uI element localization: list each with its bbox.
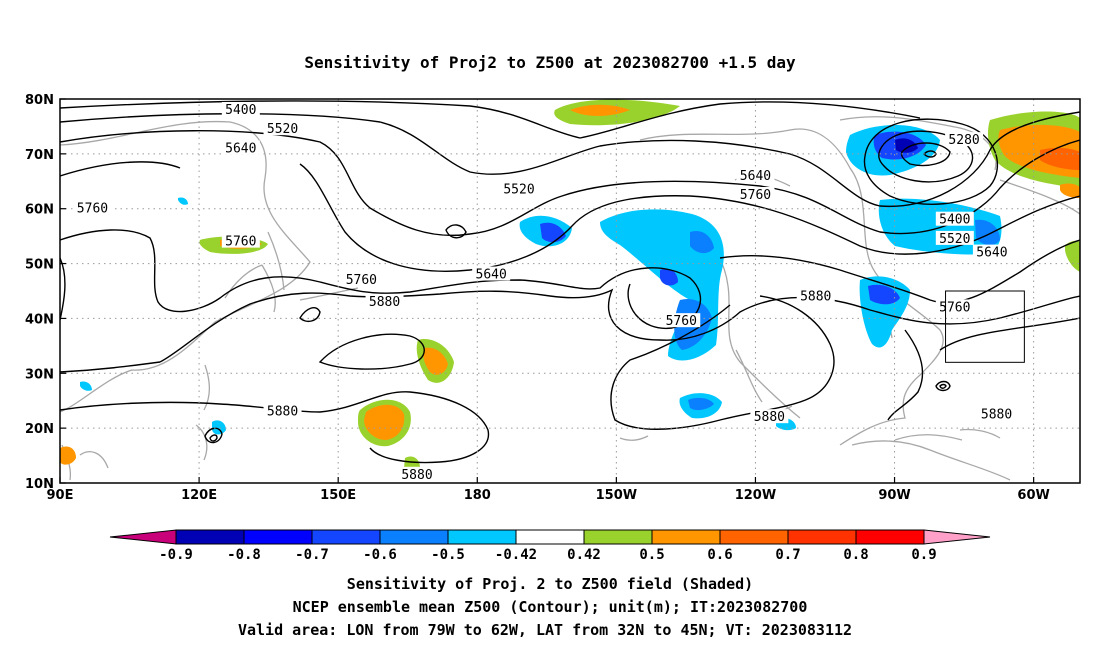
lon-tick-label: 90W	[878, 488, 910, 503]
contour-label-bg	[736, 187, 775, 201]
colorbar-segment	[583, 529, 653, 545]
colorbar-low-extend	[109, 529, 177, 545]
colorbar-segment	[447, 529, 517, 545]
contour-label-bg	[945, 132, 984, 147]
colorbar-label: -0.9	[159, 547, 193, 563]
contour-label: 5880	[981, 407, 1012, 422]
colorbar-segment	[379, 529, 449, 545]
colorbar-segment	[243, 529, 313, 545]
contour-label-bg	[398, 466, 436, 481]
contour-label: 5760	[740, 188, 771, 203]
footer-line-2: NCEP ensemble mean Z500 (Contour); unit(…	[293, 598, 808, 616]
lat-tick-label: 10N	[25, 477, 54, 492]
colorbar-label: -0.6	[363, 547, 397, 563]
lon-tick-label: 120E	[181, 488, 217, 503]
lon-tick-label: 150W	[596, 488, 637, 503]
colorbar-label: 0.8	[843, 547, 868, 563]
contour-label: 5640	[976, 246, 1007, 261]
contour-label-bg	[221, 101, 260, 116]
contour-label-bg	[342, 272, 381, 287]
contour-label-bg	[73, 200, 112, 215]
lon-tick-label: 60W	[1017, 488, 1049, 503]
contour-label-bg	[977, 406, 1016, 421]
contour-label-bg	[935, 211, 974, 226]
footer-line-3: Valid area: LON from 79W to 62W, LAT fro…	[238, 621, 852, 639]
colorbar-label: 0.7	[775, 547, 800, 563]
contour-label: 5520	[939, 232, 970, 247]
contour-label-bg	[263, 403, 302, 418]
colorbar-label: 0.42	[567, 547, 601, 563]
contour-label-bg	[796, 288, 835, 303]
contour-label-bg	[750, 409, 789, 424]
colorbar-label: 0.5	[639, 547, 664, 563]
colorbar: -0.9 -0.8 -0.7 -0.6 -0.5 -0.42 0.42 0.5 0.6 0.7 0.…	[109, 529, 991, 563]
colorbar-label: -0.8	[227, 547, 261, 563]
contour-label-bg	[263, 121, 302, 136]
lat-tick-label: 20N	[25, 422, 54, 437]
colorbar-label: -0.7	[295, 547, 329, 563]
contour-label: 5760	[939, 300, 970, 315]
contour-label: 5640	[476, 268, 507, 283]
map-frame	[59, 98, 1081, 484]
colorbar-label: 0.9	[911, 547, 936, 563]
figure-title: Sensitivity of Proj2 to Z500 at 20230827…	[304, 53, 796, 72]
contour-label: 5760	[346, 273, 377, 288]
contour-label-bg	[935, 230, 974, 245]
contour-label: 5520	[503, 183, 534, 198]
contour-labels: 5400 5520 5640 5760 5760 5520 5640 5760 5280 5400…	[73, 101, 1016, 483]
lat-tick-label: 80N	[25, 93, 54, 108]
colorbar-segment	[719, 529, 789, 545]
lat-tick-label: 40N	[25, 312, 54, 327]
contour-label: 5400	[939, 213, 970, 228]
contour-label: 5880	[267, 405, 298, 420]
longitude-axis: 90E 120E 150E 180 150W 120W 90W 60W	[47, 477, 1050, 503]
contour-label: 5640	[225, 141, 256, 156]
latitude-axis: 80N 70N 60N 50N 40N 30N 20N 10N	[25, 93, 66, 492]
contour-label: 5880	[800, 289, 831, 304]
colorbar-label: -0.5	[431, 547, 465, 563]
contour-label: 5880	[369, 295, 400, 310]
contour-label: 5280	[948, 133, 979, 148]
colorbar-segment	[175, 529, 245, 545]
lon-tick-label: 90E	[47, 488, 74, 503]
contour-label: 5760	[225, 235, 256, 250]
contour-label: 5520	[267, 122, 298, 137]
contour-label-bg	[662, 313, 701, 328]
colorbar-label: 0.6	[707, 547, 732, 563]
colorbar-segment	[787, 529, 857, 545]
contour-label: 5640	[740, 169, 771, 184]
colorbar-segment	[515, 529, 585, 545]
lat-tick-label: 30N	[25, 367, 54, 382]
contour-label-bg	[500, 181, 538, 196]
colorbar-segment	[651, 529, 721, 545]
colorbar-high-extend	[923, 529, 991, 545]
contour-label-bg	[365, 293, 404, 308]
contour-label: 5760	[666, 314, 697, 329]
contour-label-bg	[472, 266, 511, 281]
contour-label: 5880	[401, 468, 432, 483]
colorbar-label: -0.42	[495, 547, 537, 563]
contour-label-bg	[221, 233, 260, 248]
lon-tick-label: 180	[464, 488, 491, 503]
valid-area-box	[945, 290, 1025, 363]
contour-label: 5880	[754, 410, 785, 425]
contour-label-bg	[221, 140, 260, 155]
contour-label-bg	[736, 167, 775, 182]
colorbar-segment	[855, 529, 925, 545]
lon-tick-label: 120W	[735, 488, 776, 503]
contour-label-bg	[972, 244, 1011, 259]
footer-line-1: Sensitivity of Proj. 2 to Z500 field (Sh…	[347, 575, 753, 593]
contour-label: 5760	[77, 202, 108, 217]
colorbar-segment	[311, 529, 381, 545]
lat-tick-label: 70N	[25, 148, 54, 163]
lon-tick-label: 150E	[320, 488, 356, 503]
lat-tick-label: 60N	[25, 203, 54, 218]
map-panel: 5400 5520 5640 5760 5760 5520 5640 5760 5280 5400…	[25, 93, 1081, 503]
contour-label: 5400	[225, 103, 256, 118]
lat-tick-label: 50N	[25, 258, 54, 273]
